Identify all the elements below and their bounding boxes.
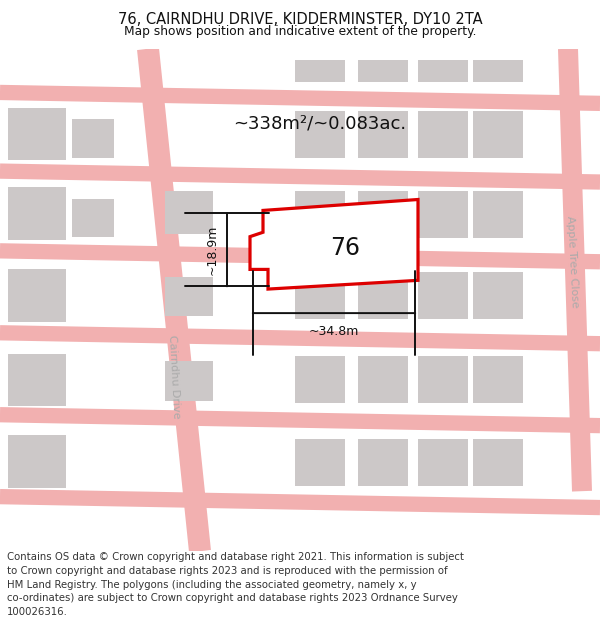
Bar xyxy=(358,272,408,319)
Polygon shape xyxy=(0,164,600,189)
Bar xyxy=(165,191,213,234)
Text: Apple Tree Close: Apple Tree Close xyxy=(565,216,580,308)
Bar xyxy=(418,439,468,486)
Bar xyxy=(295,439,345,486)
Bar xyxy=(418,272,468,319)
Bar xyxy=(358,111,408,158)
Text: ~34.8m: ~34.8m xyxy=(309,325,359,338)
Polygon shape xyxy=(0,489,600,515)
Bar xyxy=(72,199,114,237)
Text: Map shows position and indicative extent of the property.: Map shows position and indicative extent… xyxy=(124,25,476,38)
Text: 76: 76 xyxy=(330,236,360,259)
Bar xyxy=(295,272,345,319)
Bar xyxy=(8,107,66,160)
Bar xyxy=(473,272,523,319)
Polygon shape xyxy=(137,48,211,552)
Bar xyxy=(295,111,345,158)
Bar xyxy=(165,277,213,316)
Bar xyxy=(418,59,468,81)
Polygon shape xyxy=(250,199,418,289)
Bar xyxy=(8,354,66,406)
Polygon shape xyxy=(0,85,600,111)
Bar xyxy=(295,59,345,81)
Bar xyxy=(358,191,408,238)
Bar xyxy=(418,111,468,158)
Text: ~18.9m: ~18.9m xyxy=(205,224,218,275)
Bar xyxy=(295,356,345,402)
Bar xyxy=(8,188,66,240)
Bar xyxy=(418,356,468,402)
Text: Cairndhu Drive: Cairndhu Drive xyxy=(167,334,181,419)
Bar xyxy=(358,439,408,486)
Text: Contains OS data © Crown copyright and database right 2021. This information is : Contains OS data © Crown copyright and d… xyxy=(7,552,464,617)
Bar xyxy=(473,356,523,402)
Text: 76, CAIRNDHU DRIVE, KIDDERMINSTER, DY10 2TA: 76, CAIRNDHU DRIVE, KIDDERMINSTER, DY10 … xyxy=(118,12,482,27)
Bar xyxy=(473,111,523,158)
Bar xyxy=(418,191,468,238)
Polygon shape xyxy=(0,243,600,269)
Polygon shape xyxy=(0,325,600,351)
Polygon shape xyxy=(0,407,600,433)
Bar xyxy=(473,191,523,238)
Bar xyxy=(358,59,408,81)
Bar xyxy=(473,59,523,81)
Text: ~338m²/~0.083ac.: ~338m²/~0.083ac. xyxy=(233,114,407,132)
Bar xyxy=(473,439,523,486)
Bar xyxy=(8,436,66,488)
Polygon shape xyxy=(558,48,592,491)
Bar xyxy=(8,269,66,322)
Bar xyxy=(295,191,345,238)
Bar xyxy=(358,356,408,402)
Bar xyxy=(165,361,213,401)
Bar xyxy=(72,119,114,158)
